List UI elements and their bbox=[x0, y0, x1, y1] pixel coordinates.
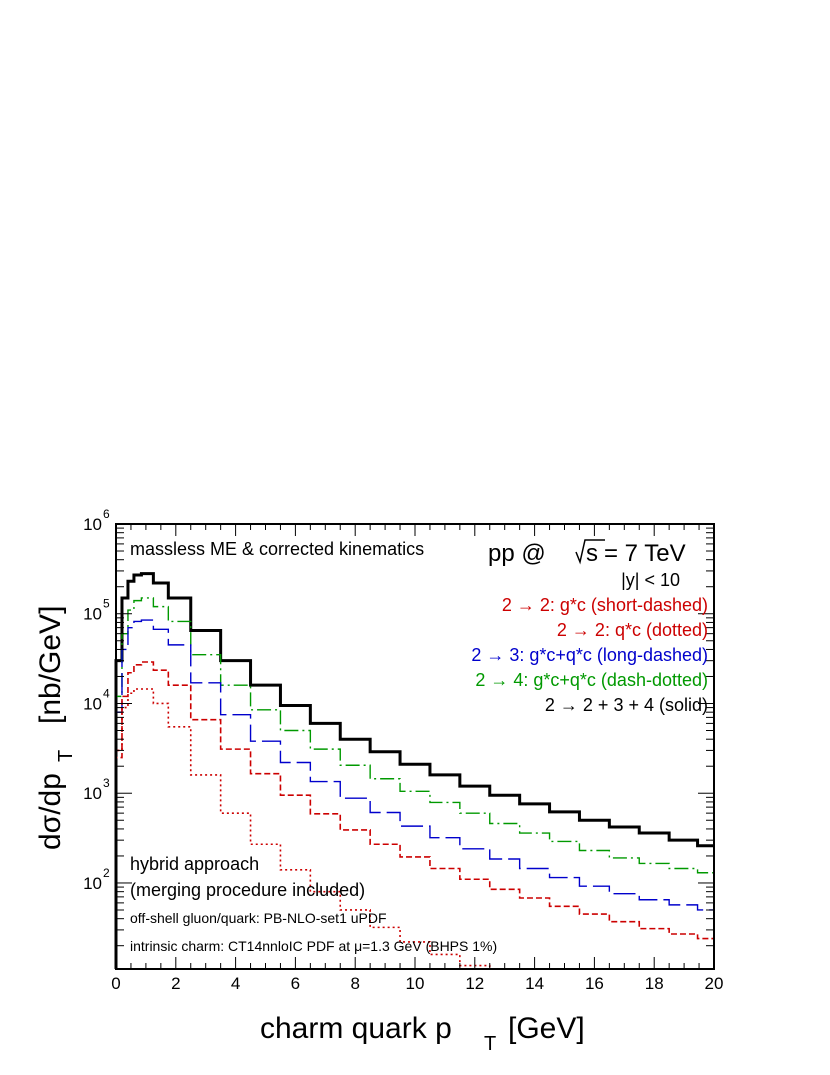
y-tick-label: 10 bbox=[83, 694, 102, 713]
x-tick-label: 4 bbox=[231, 974, 240, 993]
x-tick-label: 8 bbox=[350, 974, 359, 993]
x-axis-label: charm quark p bbox=[260, 1012, 452, 1045]
y-tick-label: 10 bbox=[83, 515, 102, 534]
x-tick-label: 20 bbox=[705, 974, 724, 993]
annotation-bottom-2: (merging procedure included) bbox=[130, 880, 365, 900]
y-tick-label: 10 bbox=[83, 605, 102, 624]
legend-entry: 2 → 4: g*c+q*c (dash-dotted) bbox=[475, 670, 708, 690]
energy-label: pp @ s = 7 TeV bbox=[488, 539, 686, 567]
y-tick-label: 10 bbox=[83, 874, 102, 893]
sqrt-symbol bbox=[575, 539, 605, 565]
annotation-bottom-1: hybrid approach bbox=[130, 854, 259, 874]
annotation-top-left: massless ME & corrected kinematics bbox=[130, 539, 424, 559]
x-axis-title: charm quark p T [GeV] bbox=[260, 1012, 585, 1055]
x-tick-label: 16 bbox=[585, 974, 604, 993]
x-tick-label: 6 bbox=[291, 974, 300, 993]
energy-s: s bbox=[586, 540, 598, 567]
series-line-5 bbox=[115, 688, 714, 970]
x-tick-label: 0 bbox=[111, 974, 120, 993]
y-tick-exponent: 3 bbox=[103, 776, 110, 790]
x-tick-label: 12 bbox=[465, 974, 484, 993]
y-tick-exponent: 5 bbox=[103, 597, 110, 611]
legend-entry: 2 → 2 + 3 + 4 (solid) bbox=[545, 695, 708, 715]
annotation-bottom-3: off-shell gluon/quark: PB-NLO-set1 uPDF bbox=[130, 910, 387, 926]
y-axis-unit: [nb/GeV] bbox=[34, 606, 67, 724]
y-axis-title: dσ/dp T [nb/GeV] bbox=[34, 606, 77, 850]
rapidity-cut: |y| < 10 bbox=[621, 570, 680, 590]
energy-prefix: pp @ bbox=[488, 540, 546, 567]
y-axis-label: dσ/dp bbox=[34, 773, 67, 850]
x-axis-label-sub: T bbox=[484, 1033, 496, 1055]
x-axis-unit: [GeV] bbox=[508, 1012, 585, 1045]
y-tick-label: 10 bbox=[83, 784, 102, 803]
annotation-bottom-4: intrinsic charm: CT14nnloIC PDF at μ=1.3… bbox=[130, 938, 497, 954]
y-axis-label-sub: T bbox=[55, 750, 77, 762]
series-line-2 bbox=[115, 597, 714, 969]
series-line-1 bbox=[114, 572, 714, 969]
legend-entry: 2 → 2: q*c (dotted) bbox=[557, 620, 708, 640]
series-line-3 bbox=[115, 619, 714, 969]
x-tick-label: 10 bbox=[406, 974, 425, 993]
y-tick-exponent: 2 bbox=[103, 866, 110, 880]
x-tick-label: 14 bbox=[525, 974, 544, 993]
legend-entry: 2 → 3: g*c+q*c (long-dashed) bbox=[471, 645, 708, 665]
legend-entry: 2 → 2: g*c (short-dashed) bbox=[502, 595, 708, 615]
energy-value: = 7 TeV bbox=[604, 540, 686, 567]
x-tick-label: 18 bbox=[645, 974, 664, 993]
x-tick-label: 2 bbox=[171, 974, 180, 993]
y-tick-exponent: 6 bbox=[103, 507, 110, 521]
y-tick-exponent: 4 bbox=[103, 686, 110, 700]
series-layer bbox=[114, 572, 714, 970]
legend: 2 → 2: g*c (short-dashed) 2 → 2: q*c (dot… bbox=[471, 595, 708, 715]
